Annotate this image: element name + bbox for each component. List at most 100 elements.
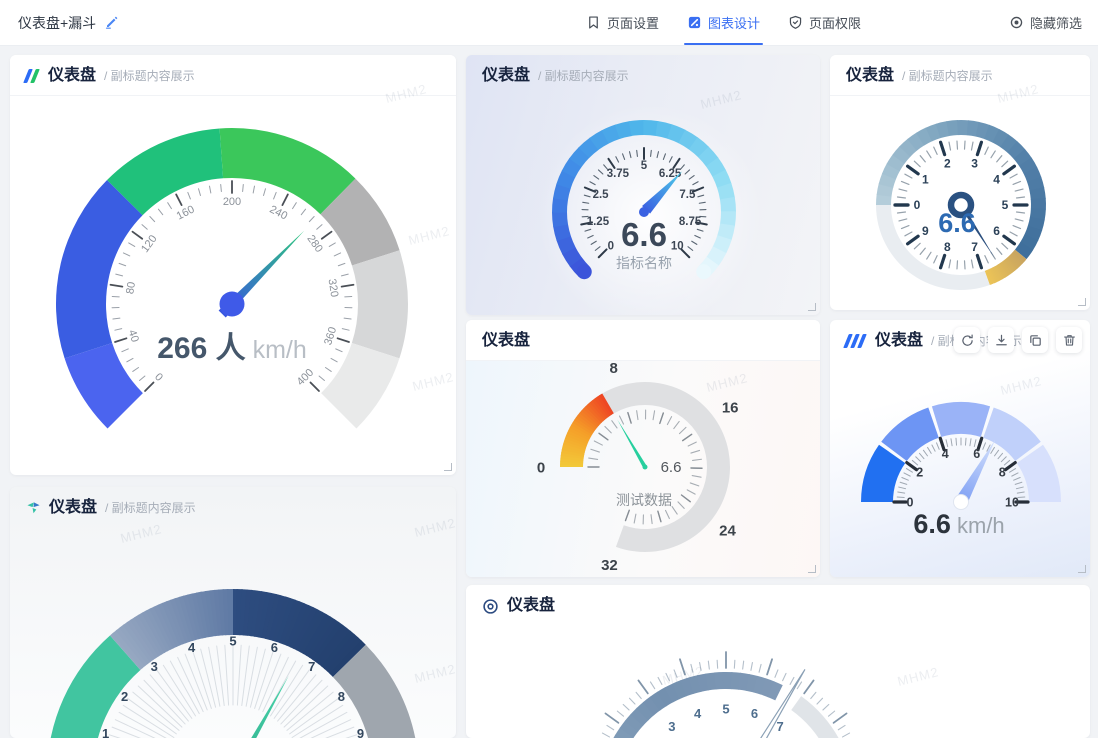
- svg-text:320: 320: [326, 278, 341, 298]
- card-toolbar: [954, 327, 1082, 353]
- card-header: 仪表盘 / 副标题内容展示: [830, 55, 1090, 96]
- svg-text:5: 5: [641, 160, 648, 172]
- svg-text:0: 0: [608, 240, 614, 252]
- delete-button[interactable]: [1056, 327, 1082, 353]
- svg-text:3: 3: [971, 156, 978, 170]
- svg-text:7: 7: [776, 719, 783, 734]
- svg-text:6: 6: [271, 640, 278, 655]
- svg-text:6: 6: [973, 447, 980, 461]
- svg-text:1.25: 1.25: [587, 216, 610, 228]
- svg-text:40: 40: [126, 328, 141, 343]
- gauge-svg: 01 2 3 456 7 8 9 6.6: [876, 119, 1046, 290]
- hide-filter-button[interactable]: 隐藏筛选: [1009, 0, 1082, 45]
- svg-text:32: 32: [601, 557, 618, 574]
- nav-item-chart-design[interactable]: 图表设计: [684, 0, 764, 45]
- card-title: 仪表盘: [482, 67, 531, 84]
- gauge-card-3[interactable]: 仪表盘 / 副标题内容展示 0 1 2 3 4 5 6 7 8 9 6.6: [830, 55, 1090, 310]
- card-subtitle: / 副标题内容展示: [538, 69, 629, 83]
- svg-text:6.25: 6.25: [659, 168, 682, 180]
- svg-text:24: 24: [719, 523, 736, 540]
- gauge-svg: 0 2 4 6 8 106.6 km/h: [861, 402, 1061, 539]
- svg-text:8: 8: [944, 240, 951, 254]
- nav-item-page-settings[interactable]: 页面设置: [586, 0, 659, 45]
- target-icon: [1010, 16, 1023, 29]
- topbar: 仪表盘+漏斗 页面设置 图表设计: [0, 0, 1098, 46]
- resize-handle[interactable]: [808, 303, 816, 311]
- refresh-icon: [961, 333, 973, 346]
- hide-filter-label: 隐藏筛选: [1029, 16, 1082, 31]
- copy-icon: [1029, 334, 1041, 346]
- chart-design-icon: [688, 16, 701, 29]
- card-title: 仪表盘: [846, 67, 895, 84]
- gauge-card-2[interactable]: 仪表盘 / 副标题内容展示 0 1.25 2.5 3.75 5 6.25 7.5 8.75 10…: [466, 55, 820, 315]
- card-title: 仪表盘: [875, 332, 924, 349]
- gauge-chart-test-data: 0 8 16 24 32 6.6 测试数据: [466, 358, 820, 577]
- edit-title-button[interactable]: [104, 15, 119, 30]
- card-title: 仪表盘: [48, 67, 97, 84]
- svg-text:360: 360: [322, 326, 339, 347]
- copy-button[interactable]: [1022, 327, 1048, 353]
- svg-text:测试数据: 测试数据: [616, 492, 672, 508]
- trash-icon: [1063, 334, 1075, 346]
- gauge-card-4[interactable]: 仪表盘 0 8 16 24 32 6.6 测试数据: [466, 320, 820, 577]
- nav-label: 图表设计: [708, 16, 761, 31]
- resize-handle[interactable]: [444, 463, 452, 471]
- svg-text:2.5: 2.5: [593, 189, 610, 201]
- target-icon: [482, 598, 499, 615]
- resize-handle[interactable]: [808, 565, 816, 573]
- svg-text:2: 2: [121, 689, 128, 704]
- svg-text:9: 9: [922, 224, 929, 238]
- svg-text:200: 200: [223, 196, 241, 208]
- svg-text:5: 5: [1002, 198, 1009, 212]
- gauge-chart-indicator: 0 1.25 2.5 3.75 5 6.25 7.5 8.75 10 6.6 指标名称: [466, 55, 820, 315]
- svg-text:6: 6: [751, 706, 758, 721]
- svg-text:3: 3: [668, 719, 675, 734]
- svg-text:7: 7: [308, 659, 315, 674]
- gauge-chart-bottom: 012345678910: [466, 625, 1090, 738]
- gauge-chart-segments: 012345678910: [10, 529, 456, 738]
- topbar-nav: 页面设置 图表设计 页面权限: [586, 0, 861, 45]
- double-slash-icon: [23, 69, 40, 83]
- card-subtitle: / 副标题内容展示: [104, 69, 195, 83]
- svg-text:4: 4: [694, 706, 702, 721]
- resize-handle[interactable]: [1078, 565, 1086, 573]
- card-header: 仪表盘 / 副标题内容展示: [10, 487, 456, 527]
- card-header: 仪表盘: [466, 585, 1090, 625]
- download-button[interactable]: [988, 327, 1014, 353]
- svg-text:5: 5: [722, 702, 729, 717]
- nav-label: 页面设置: [607, 16, 660, 31]
- svg-text:2: 2: [916, 465, 923, 479]
- svg-text:240: 240: [267, 203, 289, 222]
- card-header: 仪表盘 / 副标题内容展示: [10, 55, 456, 96]
- svg-text:指标名称: 指标名称: [616, 255, 672, 271]
- svg-text:10: 10: [671, 240, 684, 252]
- card-title: 仪表盘: [482, 332, 531, 349]
- svg-text:7: 7: [971, 240, 978, 254]
- download-icon: [995, 334, 1007, 345]
- nav-label: 页面权限: [809, 16, 862, 31]
- svg-text:280: 280: [304, 233, 324, 255]
- card-header: 仪表盘: [466, 320, 820, 361]
- svg-text:6.6: 6.6: [938, 208, 976, 238]
- gauge-card-6[interactable]: 仪表盘 / 副标题内容展示 012345678910: [10, 487, 456, 738]
- triple-slash-icon: [843, 334, 867, 348]
- gauge-card-1[interactable]: 仪表盘 / 副标题内容展示 0 40 80 120 160 200 240 280 320 360…: [10, 55, 456, 475]
- card-subtitle: / 副标题内容展示: [902, 69, 993, 83]
- resize-handle[interactable]: [1078, 298, 1086, 306]
- bookmark-icon: [589, 16, 598, 29]
- svg-text:8: 8: [610, 360, 618, 377]
- svg-text:2: 2: [944, 156, 951, 170]
- nav-item-page-permissions[interactable]: 页面权限: [788, 0, 861, 45]
- pencil-icon: [106, 16, 118, 29]
- svg-text:4: 4: [188, 640, 196, 655]
- svg-text:5: 5: [229, 634, 236, 649]
- gauge-card-7[interactable]: 仪表盘 012345678910: [466, 585, 1090, 738]
- shield-icon: [789, 15, 802, 29]
- svg-text:8: 8: [999, 465, 1006, 479]
- card-subtitle: / 副标题内容展示: [105, 501, 196, 515]
- card-header: 仪表盘 / 副标题内容展示: [466, 55, 820, 95]
- svg-text:8: 8: [338, 689, 345, 704]
- refresh-button[interactable]: [954, 327, 980, 353]
